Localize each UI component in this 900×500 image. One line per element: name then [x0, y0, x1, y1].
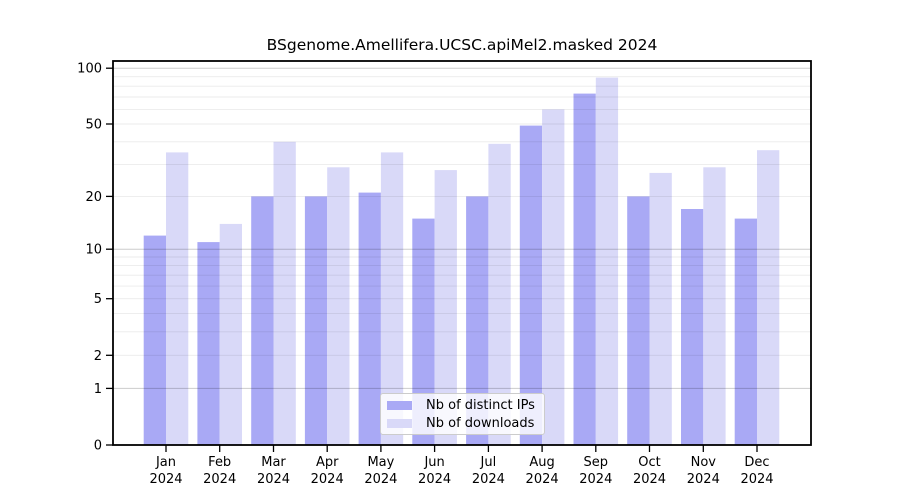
plot-frame [112, 60, 812, 446]
bar-downloads-jun [434, 170, 457, 445]
x-tick-label-year: 2024 [418, 472, 451, 487]
x-tick-label-month: Mar [261, 455, 286, 470]
bar-distinct-ips-may [358, 192, 381, 445]
x-tick-label-month: Dec [744, 455, 769, 470]
bar-distinct-ips-apr [304, 196, 328, 445]
bar-distinct-ips-mar [251, 196, 274, 445]
y-tick-label: 50 [85, 118, 102, 133]
x-tick-label-month: Aug [529, 455, 554, 470]
bar-distinct-ips-jul [466, 196, 489, 445]
x-tick-label-month: Jan [155, 455, 176, 470]
legend-item-distinct-ips: Nb of distinct IPs [387, 396, 538, 414]
bar-distinct-ips-nov [681, 209, 704, 445]
bar-downloads-oct [649, 172, 672, 445]
bar-downloads-dec [757, 150, 780, 445]
x-tick-label-year: 2024 [311, 472, 344, 487]
chart-title: BSgenome.Amellifera.UCSC.apiMel2.masked … [266, 36, 658, 54]
bar-downloads-nov [703, 167, 726, 446]
legend-swatch-downloads [387, 418, 412, 428]
gridlines-group [113, 67, 811, 389]
x-tick-label-year: 2024 [364, 472, 397, 487]
x-axis: Jan 2024 Feb 2024 Mar 2024 Apr 2024 May 2024 Jun 20… [149, 445, 774, 487]
bar-downloads-aug [542, 109, 565, 446]
legend-label-distinct-ips: Nb of distinct IPs [426, 397, 535, 413]
x-tick-label-month: Sep [584, 455, 609, 470]
y-tick-label: 10 [85, 243, 102, 258]
x-tick-label-year: 2024 [149, 472, 182, 487]
x-tick-label-year: 2024 [740, 472, 773, 487]
bar-distinct-ips-dec [734, 218, 757, 445]
x-tick-label-year: 2024 [257, 472, 290, 487]
bar-distinct-ips-aug [519, 125, 543, 445]
y-tick-label: 100 [77, 62, 102, 77]
y-tick-label: 2 [94, 349, 102, 364]
bar-downloads-mar [273, 141, 296, 446]
x-tick-label-month: Oct [638, 455, 660, 470]
y-tick-label: 5 [94, 292, 102, 307]
legend-swatch-distinct-ips [387, 400, 412, 410]
x-tick-label-month: Feb [208, 455, 231, 470]
bar-distinct-ips-sep [573, 93, 596, 445]
bar-distinct-ips-oct [627, 196, 650, 445]
y-tick-label: 20 [85, 190, 102, 205]
bar-downloads-jan [166, 152, 189, 445]
bar-downloads-jul [488, 143, 511, 446]
chart-legend: Nb of distinct IPs Nb of downloads [380, 393, 545, 435]
x-tick-label-month: May [367, 455, 394, 470]
legend-label-downloads: Nb of downloads [426, 415, 535, 431]
x-tick-label-month: Apr [316, 455, 339, 470]
x-tick-label-year: 2024 [579, 472, 612, 487]
y-axis: 0 1 2 5 10 20 50 100 [77, 62, 113, 454]
x-tick-label-year: 2024 [633, 472, 666, 487]
x-tick-label-month: Nov [691, 455, 717, 470]
y-tick-label: 1 [94, 382, 102, 397]
legend-item-downloads: Nb of downloads [387, 414, 538, 432]
x-tick-label-year: 2024 [203, 472, 236, 487]
bar-distinct-ips-jan [143, 235, 166, 445]
x-tick-label-year: 2024 [687, 472, 720, 487]
bars-group [143, 77, 780, 446]
y-tick-label: 0 [94, 439, 102, 454]
bar-downloads-sep [595, 77, 619, 445]
x-tick-label-year: 2024 [526, 472, 559, 487]
bar-downloads-may [380, 152, 404, 445]
x-tick-label-month: Jul [480, 455, 497, 470]
bar-downloads-feb [219, 223, 242, 445]
bar-distinct-ips-feb [197, 242, 220, 445]
x-tick-label-month: Jun [423, 455, 444, 470]
bar-distinct-ips-jun [412, 218, 435, 445]
bar-downloads-apr [327, 167, 350, 446]
x-tick-label-year: 2024 [472, 472, 505, 487]
